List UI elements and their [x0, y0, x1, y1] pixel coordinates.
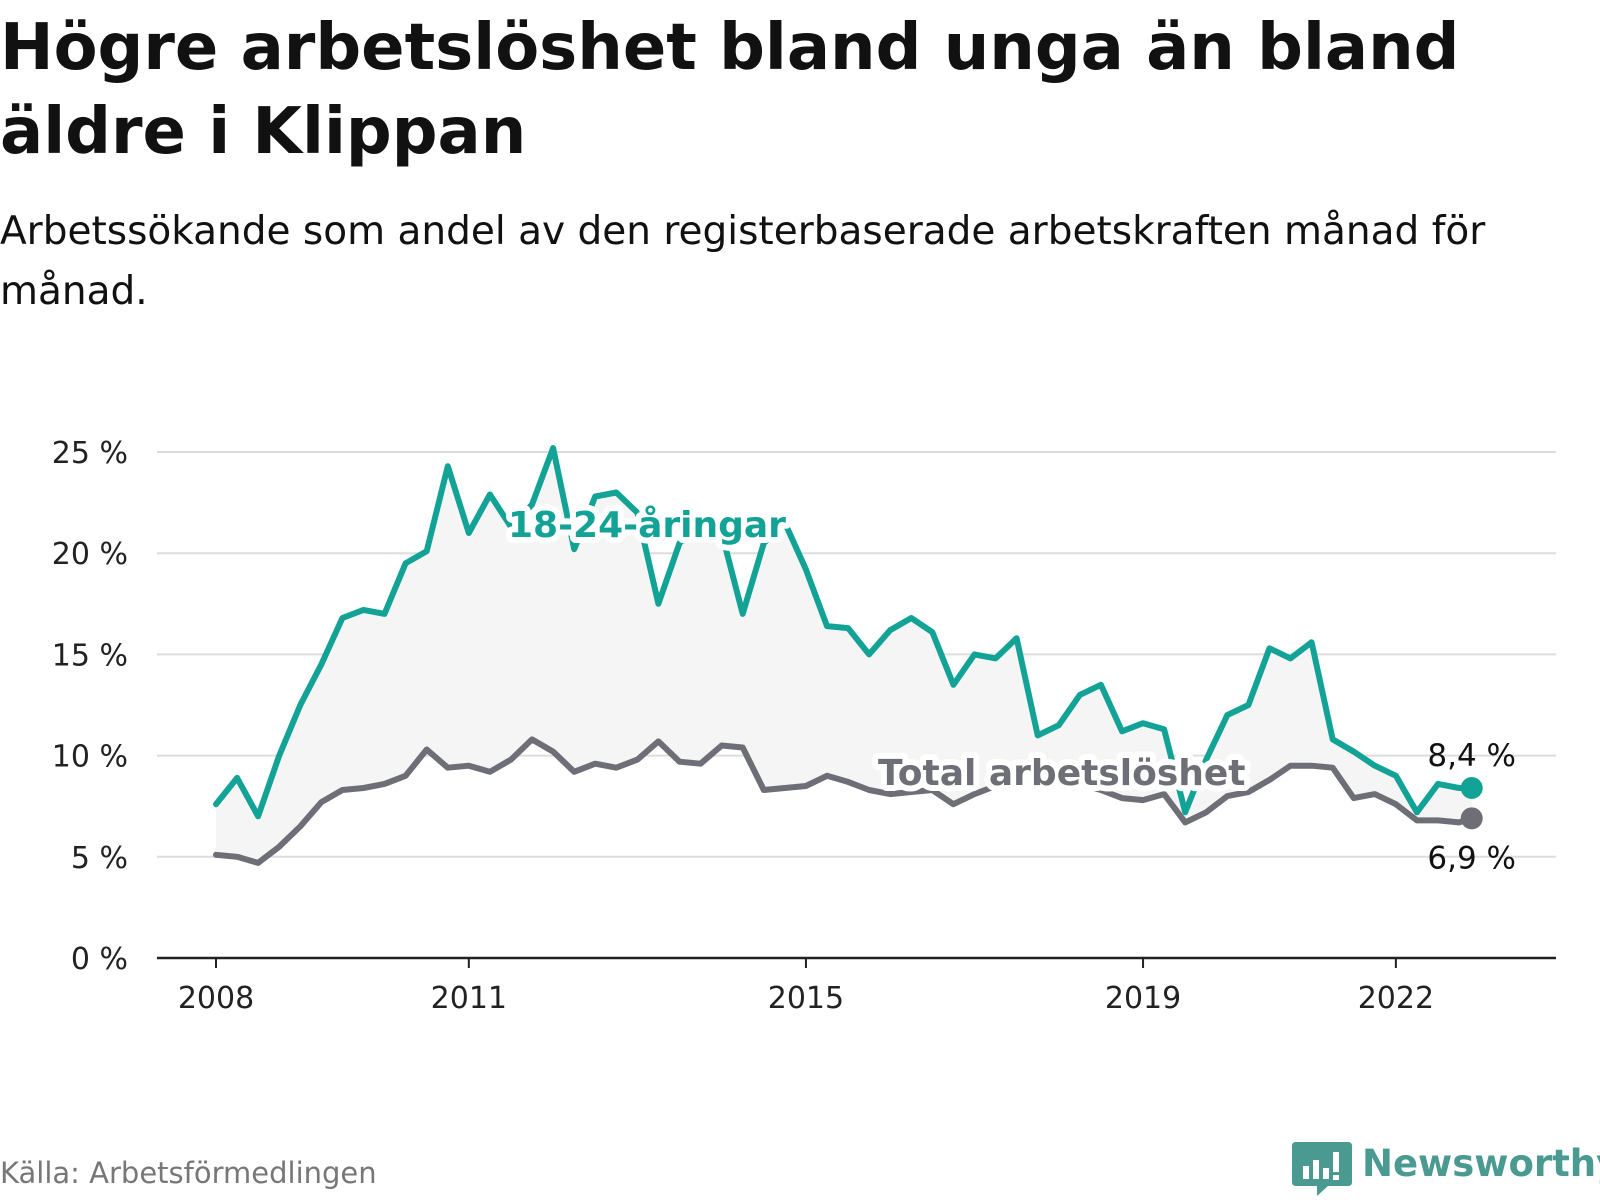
newsworthy-logo-icon [1292, 1142, 1352, 1196]
series-line-18-24-aringar [213, 445, 1475, 820]
end-value-label-18-24-aringar: 8,4 % [1427, 738, 1516, 774]
x-tick-label: 2008 [178, 981, 254, 1016]
gridlines: 0 % 5 % 10 % 15 % 20 % 25 % [52, 436, 1556, 977]
x-tick-label: 2022 [1358, 981, 1434, 1016]
series-label-18-24-aringar: 18-24-åringar [508, 505, 786, 546]
x-tick-label: 2019 [1105, 981, 1181, 1016]
y-tick-label: 0 % [71, 942, 128, 977]
y-tick-label: 15 % [52, 638, 128, 673]
y-tick-label: 10 % [52, 740, 128, 775]
x-tick-label: 2015 [768, 981, 844, 1016]
chart-title: Högre arbetslöshet bland unga än bland ä… [0, 11, 1460, 169]
y-tick-label: 25 % [52, 436, 128, 471]
newsworthy-logo[interactable]: Newsworthy [1290, 1138, 1600, 1198]
area-between-series [216, 448, 1472, 863]
series-labels: 8,4 % 6,9 % 18-24-åringar Total arbetslöshe… [502, 499, 1516, 876]
source-note: Källa: Arbetsförmedlingen [0, 1156, 377, 1190]
end-point-total-arbetsloshet [1460, 807, 1483, 830]
y-tick-label: 20 % [52, 537, 128, 572]
end-value-label-total-arbetsloshet: 6,9 % [1427, 840, 1516, 876]
series-line-total-arbetsloshet [213, 736, 1475, 866]
end-point-18-24-aringar [1460, 776, 1483, 799]
brand-name: Newsworthy [1362, 1142, 1600, 1185]
line-chart: 0 %5 %10 %15 %20 %25 % 2008 2011 2015 2019 2… [52, 436, 1556, 1016]
series-label-total-arbetsloshet: Total arbetslöshet [878, 753, 1246, 794]
x-tick-label: 2011 [431, 981, 507, 1016]
x-axis: 2008 2011 2015 2019 2022 [157, 956, 1556, 1016]
chart-subtitle: Arbetssökande som andel av den registerb… [0, 209, 1486, 314]
y-tick-label: 5 % [71, 841, 128, 876]
